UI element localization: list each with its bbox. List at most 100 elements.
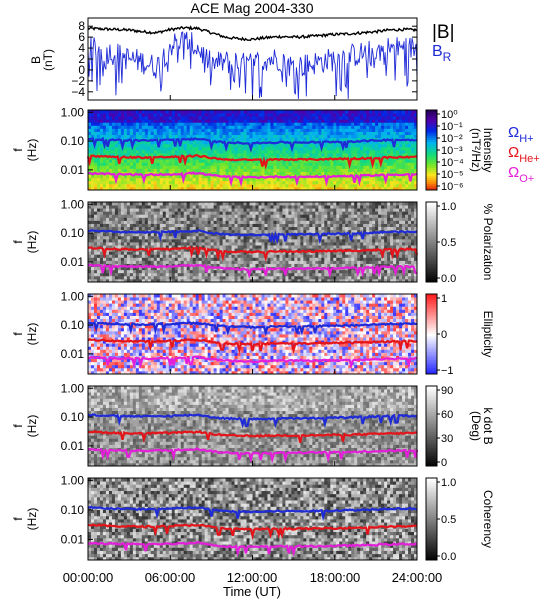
spectrogram-cell [411, 242, 415, 246]
spectrogram-cell [387, 119, 391, 123]
spectrogram-cell [159, 134, 164, 139]
spectrogram-cell [252, 183, 256, 188]
spectrogram-cell [216, 235, 220, 240]
spectrogram-cell [381, 278, 385, 283]
spectrogram-cell [174, 113, 179, 117]
spectrogram-cell [381, 266, 385, 271]
spectrogram-cell [105, 278, 110, 283]
spectrogram-cell [276, 229, 280, 234]
spectrogram-cell [408, 122, 412, 126]
spectrogram-cell [189, 159, 194, 163]
spectrogram-cell [156, 171, 161, 176]
spectrogram-cell [414, 146, 418, 151]
spectrogram-cell [249, 125, 253, 129]
spectrogram-cell [243, 131, 247, 136]
spectrogram-cell [354, 186, 358, 191]
spectrogram-cell [129, 183, 134, 188]
spectrogram-cell [288, 110, 292, 114]
spectrogram-cell [279, 131, 283, 136]
spectrogram-cell [345, 177, 349, 182]
spectrogram-cell [333, 134, 337, 139]
spectrogram-cell [375, 137, 379, 142]
spectrogram-cell [126, 110, 131, 114]
spectrogram-cell [180, 165, 185, 169]
spectrogram-cell [321, 251, 325, 255]
spectrogram-cell [360, 180, 364, 185]
spectrogram-cell [225, 171, 229, 176]
spectrogram-cell [375, 226, 379, 231]
spectrogram-cell [246, 254, 250, 258]
spectrogram-cell [345, 186, 349, 191]
spectrogram-cell [186, 162, 191, 166]
spectrogram-cell [255, 183, 259, 188]
spectrogram-cell [117, 134, 122, 139]
spectrogram-cell [108, 235, 113, 240]
spectrogram-cell [363, 146, 367, 151]
spectrogram-cell [207, 245, 212, 249]
spectrogram-cell [333, 260, 337, 264]
spectrogram-cell [108, 183, 113, 188]
spectrogram-cell [243, 275, 247, 280]
spectrogram-cell [282, 125, 286, 129]
spectrogram-cell [300, 269, 304, 274]
spectrogram-cell [159, 125, 164, 129]
spectrogram-cell [207, 272, 212, 277]
spectrogram-cell [165, 134, 170, 139]
spectrogram-cell [333, 245, 337, 249]
spectrogram-cell [336, 116, 340, 120]
spectrogram-cell [351, 251, 355, 255]
spectrogram-cell [333, 269, 337, 274]
spectrogram-cell [207, 223, 212, 228]
spectrogram-cell [396, 183, 400, 188]
spectrogram-cell [306, 260, 310, 264]
spectrogram-cell [159, 122, 164, 126]
spectrogram-cell [306, 251, 310, 255]
spectrogram-cell [120, 180, 125, 185]
spectrogram-cell [258, 272, 262, 277]
spectrogram-cell [135, 171, 140, 176]
spectrogram-cell [366, 278, 370, 283]
spectrogram-cell [267, 153, 271, 157]
spectrogram-cell [252, 238, 256, 243]
spectrogram-cell [150, 269, 155, 274]
spectrogram-cell [276, 156, 280, 160]
spectrogram-cell [219, 153, 223, 157]
spectrogram-cell [231, 125, 235, 129]
spectrogram-cell [102, 260, 107, 264]
spectrogram-cell [228, 131, 232, 136]
spectrogram-cell [372, 238, 376, 243]
spectrogram-cell [354, 110, 358, 114]
spectrogram-cell [165, 245, 170, 249]
spectrogram-cell [93, 125, 98, 129]
spectrogram-cell [165, 235, 170, 240]
spectrogram-cell [231, 113, 235, 117]
spectrogram-cell [381, 177, 385, 182]
spectrogram-cell [414, 183, 418, 188]
spectrogram-cell [90, 180, 95, 185]
spectrogram-cell [366, 183, 370, 188]
spectrogram-cell [237, 137, 241, 142]
spectrogram-cell [222, 235, 226, 240]
spectrogram-cell [294, 238, 298, 243]
spectrogram-cell [147, 266, 152, 271]
spectrogram-cell [198, 119, 203, 123]
spectrogram-cell [294, 242, 298, 246]
spectrogram-cell [267, 180, 271, 185]
spectrogram-cell [258, 248, 262, 252]
spectrogram-cell [213, 245, 218, 249]
spectrogram-cell [249, 116, 253, 120]
spectrogram-cell [387, 171, 391, 176]
spectrogram-cell [171, 242, 176, 246]
spectrogram-cell [225, 153, 229, 157]
spectrogram-cell [114, 159, 119, 163]
spectrogram-cell [264, 180, 268, 185]
spectrogram-cell [126, 238, 131, 243]
spectrogram-cell [150, 223, 155, 228]
spectrogram-cell [132, 113, 137, 117]
spectrogram-cell [297, 165, 301, 169]
spectrogram-cell [147, 113, 152, 117]
spectrogram-cell [219, 134, 223, 139]
spectrogram-cell [90, 251, 95, 255]
spectrogram-cell [150, 146, 155, 151]
spectrogram-cell [378, 257, 382, 261]
